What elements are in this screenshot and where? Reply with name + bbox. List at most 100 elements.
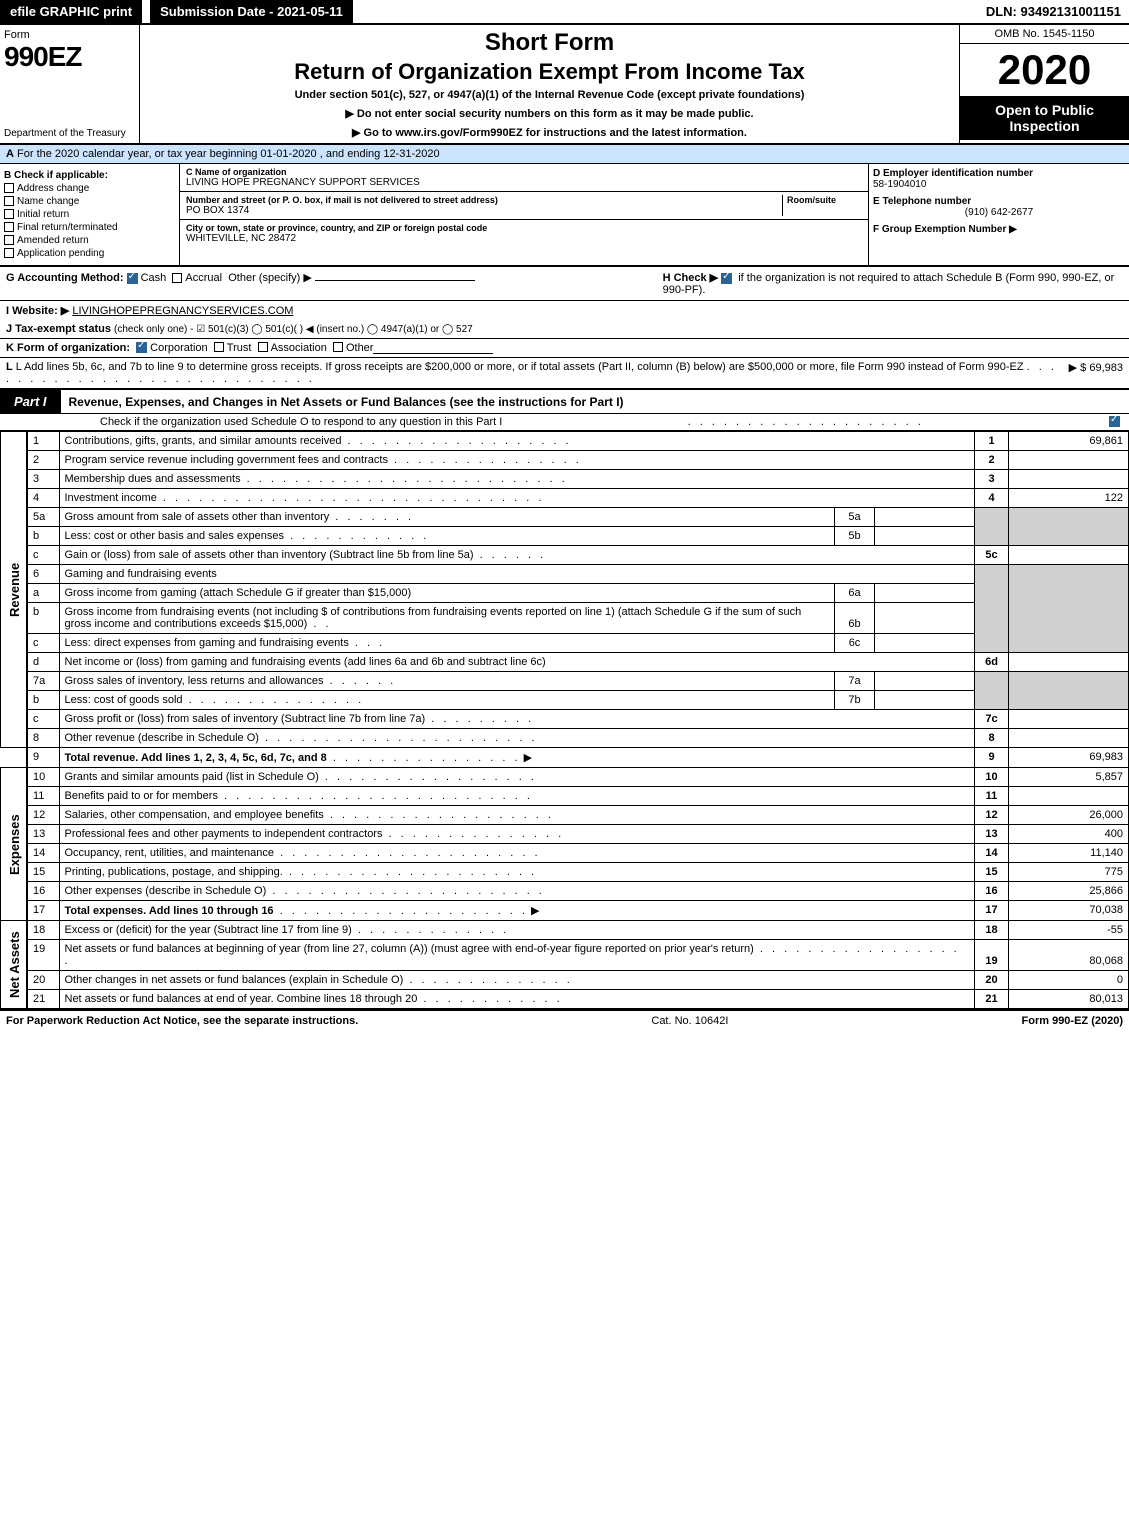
checkbox-amended-return[interactable]: Amended return [4,235,175,246]
row-g-h: G Accounting Method: Cash Accrual Other … [0,267,1129,301]
line-desc: Gross sales of inventory, less returns a… [65,675,324,687]
checkbox-final-return[interactable]: Final return/terminated [4,222,175,233]
line-num: 14 [27,844,59,863]
checkbox-schedule-b-icon[interactable] [721,273,732,284]
line-num: 2 [27,451,59,470]
line-value: 400 [1009,825,1129,844]
row-l-value: 69,983 [1089,362,1123,374]
row-l-arrow: ▶ $ [1069,362,1087,374]
checkbox-name-change[interactable]: Name change [4,196,175,207]
checkbox-trust-icon[interactable] [214,342,224,352]
line-rnum: 11 [975,787,1009,806]
grey-cell [975,508,1009,546]
inner-line-num: 7a [835,672,875,691]
tax-year: 2020 [960,44,1129,96]
line-desc: Less: cost of goods sold [65,694,183,706]
line-desc: Other changes in net assets or fund bala… [65,974,404,986]
efile-print-button[interactable]: efile GRAPHIC print [0,0,142,23]
inner-line-value [875,691,975,710]
line-desc: Excess or (deficit) for the year (Subtra… [65,924,352,936]
line-desc: Grants and similar amounts paid (list in… [65,771,319,783]
tax-exempt-text: (check only one) - ☑ 501(c)(3) ◯ 501(c)(… [114,324,473,335]
header-center: Short Form Return of Organization Exempt… [140,25,959,143]
line-desc: Program service revenue including govern… [65,454,388,466]
line-value [1009,653,1129,672]
checkbox-address-change[interactable]: Address change [4,183,175,194]
goto-link[interactable]: ▶ Go to www.irs.gov/Form990EZ for instru… [148,126,951,139]
line-rnum: 8 [975,729,1009,748]
line-rnum: 18 [975,921,1009,940]
dept-treasury: Department of the Treasury [4,128,135,139]
line-desc: Printing, publications, postage, and shi… [65,866,283,878]
line-value: 5,857 [1009,768,1129,787]
checkbox-schedule-o-icon[interactable] [1109,416,1120,427]
line-num: 16 [27,882,59,901]
line-num: 9 [27,748,59,768]
form-header: Form 990EZ Department of the Treasury Sh… [0,25,1129,145]
row-j-tax-exempt: J Tax-exempt status (check only one) - ☑… [0,320,1129,339]
inner-line-num: 5a [835,508,875,527]
form-word: Form [4,29,135,41]
line-desc: Other expenses (describe in Schedule O) [65,885,267,897]
line-num: 7a [27,672,59,691]
part-1-subtitle: Check if the organization used Schedule … [100,416,502,428]
line-rnum: 4 [975,489,1009,508]
org-name: LIVING HOPE PREGNANCY SUPPORT SERVICES [186,177,862,188]
line-num: 19 [27,940,59,971]
line-num: 10 [27,768,59,787]
inner-line-value [875,584,975,603]
checkbox-initial-return[interactable]: Initial return [4,209,175,220]
line-value: 69,861 [1009,432,1129,451]
row-l-text: L Add lines 5b, 6c, and 7b to line 9 to … [16,361,1024,373]
revenue-section-label: Revenue [1,432,28,748]
line-num: 4 [27,489,59,508]
inner-line-value [875,527,975,546]
grey-cell [975,672,1009,710]
no-ssn-note: ▶ Do not enter social security numbers o… [148,107,951,120]
footer-center: Cat. No. 10642I [651,1015,728,1027]
other-org-label: Other [346,342,374,354]
line-num: 11 [27,787,59,806]
line-desc: Benefits paid to or for members [65,790,218,802]
website-value[interactable]: LIVINGHOPEPREGNANCYSERVICES.COM [72,305,293,317]
line-value [1009,710,1129,729]
inner-line-num: 7b [835,691,875,710]
line-rnum: 15 [975,863,1009,882]
checkbox-association-icon[interactable] [258,342,268,352]
omb-number: OMB No. 1545-1150 [960,25,1129,44]
part-1-badge: Part I [0,390,61,413]
line-num: a [27,584,59,603]
part-1-title: Revenue, Expenses, and Changes in Net As… [61,395,624,409]
inner-line-num: 6a [835,584,875,603]
website-label: I Website: ▶ [6,305,69,317]
line-rnum: 21 [975,990,1009,1009]
net-assets-section-label: Net Assets [1,921,28,1009]
other-org-input[interactable] [373,342,493,354]
checkbox-application-pending[interactable]: Application pending [4,248,175,259]
column-b-checkboxes: B Check if applicable: Address change Na… [0,164,180,265]
checkbox-corporation-icon[interactable] [136,342,147,353]
line-rnum: 2 [975,451,1009,470]
line-rnum: 9 [975,748,1009,768]
under-section: Under section 501(c), 527, or 4947(a)(1)… [148,89,951,101]
accrual-label: Accrual [185,272,222,284]
line-desc: Total expenses. Add lines 10 through 16 [65,905,274,917]
phone-value: (910) 642-2677 [873,207,1125,218]
org-info-block: B Check if applicable: Address change Na… [0,164,1129,267]
line-rnum: 6d [975,653,1009,672]
row-l-gross-receipts: L L Add lines 5b, 6c, and 7b to line 9 t… [0,358,1129,390]
ein-value: 58-1904010 [873,179,1125,190]
line-num: 6 [27,565,59,584]
trust-label: Trust [227,342,252,354]
row-k-form-of-org: K Form of organization: Corporation Trus… [0,339,1129,358]
checkbox-other-org-icon[interactable] [333,342,343,352]
line-desc: Contributions, gifts, grants, and simila… [65,435,342,447]
checkbox-cash-icon[interactable] [127,273,138,284]
ein-label: D Employer identification number [873,168,1125,179]
line-desc: Other revenue (describe in Schedule O) [65,732,259,744]
inner-line-value [875,603,975,634]
checkbox-accrual-icon[interactable] [172,273,182,283]
other-specify-input[interactable] [315,280,475,281]
line-num: 3 [27,470,59,489]
grey-cell [1009,672,1129,710]
